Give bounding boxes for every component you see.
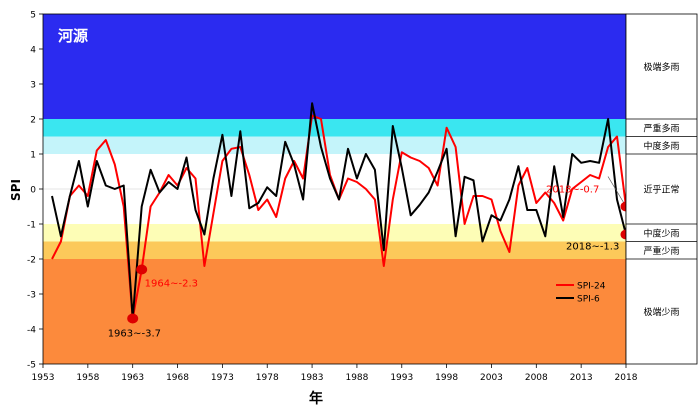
category-label-5: 严重少雨 xyxy=(643,245,679,257)
x-tick-label-3: 1968 xyxy=(166,373,189,383)
category-label-1: 严重多雨 xyxy=(643,122,679,134)
legend: SPI-24 SPI-6 xyxy=(556,282,606,305)
band-1 xyxy=(43,119,626,137)
x-tick-label-12: 2013 xyxy=(570,373,593,383)
category-label-6: 极端少雨 xyxy=(643,306,679,318)
x-tick-label-0: 1953 xyxy=(32,373,55,383)
y-tick-label-1: 4 xyxy=(30,46,36,56)
x-tick-label-6: 1983 xyxy=(301,373,324,383)
y-tick-label-9: -4 xyxy=(27,326,36,336)
annotation-dot-0 xyxy=(127,313,139,324)
annotation-dot-1 xyxy=(136,264,148,275)
y-tick-label-8: -3 xyxy=(27,291,36,301)
legend-label-0: SPI-24 xyxy=(577,282,606,292)
annotation-label-3: 2018~-1.3 xyxy=(566,242,619,253)
x-tick-label-13: 2018 xyxy=(615,373,638,383)
legend-label-1: SPI-6 xyxy=(577,295,600,305)
category-label-2: 中度多雨 xyxy=(643,140,679,152)
x-tick-label-1: 1958 xyxy=(76,373,99,383)
x-tick-label-9: 1998 xyxy=(435,373,458,383)
band-0 xyxy=(43,14,626,119)
band-2 xyxy=(43,136,626,154)
y-tick-label-7: -2 xyxy=(27,256,36,266)
y-tick-label-10: -5 xyxy=(27,361,36,371)
annotation-label-1: 1964~-2.3 xyxy=(145,279,198,290)
category-label-3: 近乎正常 xyxy=(643,184,679,196)
category-label-4: 中度少雨 xyxy=(643,227,679,239)
band-5 xyxy=(43,241,626,259)
x-tick-label-11: 2008 xyxy=(525,373,548,383)
series-line-1 xyxy=(51,102,627,320)
y-axis-label: SPI xyxy=(9,179,23,201)
y-tick-label-2: 3 xyxy=(30,81,36,91)
annotation-leader-2 xyxy=(607,176,627,207)
y-tick-label-5: 0 xyxy=(30,186,36,196)
band-4 xyxy=(43,224,626,242)
x-tick-labels: 1953 1958 1963 1968 1973 1978 1983 1988 1993 1998… xyxy=(32,373,638,383)
y-tick-label-6: -1 xyxy=(27,221,36,231)
annotation-label-0: 1963~-3.7 xyxy=(108,329,161,340)
x-tick-label-5: 1978 xyxy=(256,373,279,383)
y-tick-label-0: 5 xyxy=(30,11,36,21)
x-tick-label-7: 1988 xyxy=(345,373,368,383)
chart-title: 河源 xyxy=(58,27,88,45)
category-panel-frame xyxy=(625,13,698,365)
x-tick-label-8: 1993 xyxy=(390,373,413,383)
x-tick-label-4: 1973 xyxy=(211,373,234,383)
annotation-label-2: 2018~-0.7 xyxy=(546,185,599,196)
category-label-0: 极端多雨 xyxy=(643,61,679,73)
y-tick-labels: 5 4 3 2 1 0 -1 -2 -3 -4 -5 xyxy=(27,11,36,371)
x-tick-label-10: 2003 xyxy=(480,373,503,383)
x-axis-label: 年 xyxy=(309,390,323,407)
y-tick-label-4: 1 xyxy=(30,151,36,161)
series-lines xyxy=(51,102,627,320)
y-tick-label-3: 2 xyxy=(30,116,36,126)
x-tick-label-2: 1963 xyxy=(121,373,144,383)
